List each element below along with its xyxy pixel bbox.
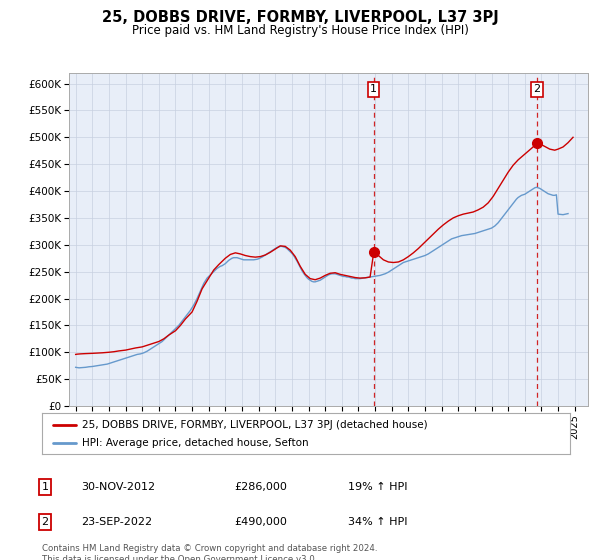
Text: Price paid vs. HM Land Registry's House Price Index (HPI): Price paid vs. HM Land Registry's House …: [131, 24, 469, 36]
Text: 23-SEP-2022: 23-SEP-2022: [81, 517, 152, 527]
Text: 1: 1: [370, 85, 377, 95]
Text: 2: 2: [533, 85, 541, 95]
Text: 34% ↑ HPI: 34% ↑ HPI: [348, 517, 407, 527]
Text: Contains HM Land Registry data © Crown copyright and database right 2024.
This d: Contains HM Land Registry data © Crown c…: [42, 544, 377, 560]
Text: £286,000: £286,000: [234, 482, 287, 492]
Text: 30-NOV-2012: 30-NOV-2012: [81, 482, 155, 492]
Text: 25, DOBBS DRIVE, FORMBY, LIVERPOOL, L37 3PJ: 25, DOBBS DRIVE, FORMBY, LIVERPOOL, L37 …: [101, 10, 499, 25]
Text: HPI: Average price, detached house, Sefton: HPI: Average price, detached house, Seft…: [82, 438, 308, 448]
Text: 19% ↑ HPI: 19% ↑ HPI: [348, 482, 407, 492]
Text: 1: 1: [41, 482, 49, 492]
Text: 2: 2: [41, 517, 49, 527]
Text: £490,000: £490,000: [234, 517, 287, 527]
Text: 25, DOBBS DRIVE, FORMBY, LIVERPOOL, L37 3PJ (detached house): 25, DOBBS DRIVE, FORMBY, LIVERPOOL, L37 …: [82, 419, 427, 430]
